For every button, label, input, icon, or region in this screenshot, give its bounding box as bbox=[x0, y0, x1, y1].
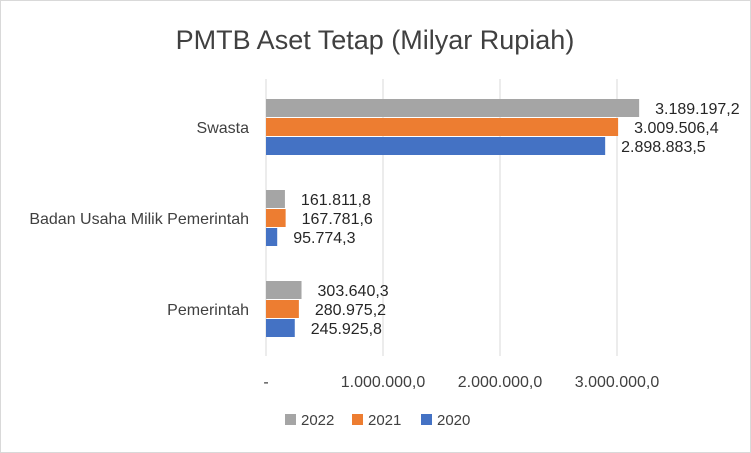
legend-label-2022[interactable]: 2022 bbox=[301, 412, 334, 429]
legend-swatch-2022[interactable] bbox=[285, 414, 296, 425]
data-label-2022-pemerintah: 303.640,3 bbox=[318, 283, 389, 300]
category-axis-labels: Pemerintah Badan Usaha Milik Pemerintah Sw… bbox=[29, 120, 249, 319]
bar-2020-swasta[interactable] bbox=[266, 137, 606, 155]
x-tick-label: 1.000.000,0 bbox=[341, 374, 426, 391]
legend[interactable]: 2022 2021 2020 bbox=[285, 412, 470, 429]
bar-2021-badan-usaha-milik-pemerintah[interactable] bbox=[266, 209, 286, 227]
bar-2020-badan-usaha-milik-pemerintah[interactable] bbox=[266, 228, 278, 246]
data-label-2021-badan-usaha-milik-pemerintah: 167.781,6 bbox=[302, 211, 373, 228]
bar-2022-pemerintah[interactable] bbox=[266, 281, 302, 299]
legend-label-2021[interactable]: 2021 bbox=[368, 412, 401, 429]
bar-2020-pemerintah[interactable] bbox=[266, 319, 295, 337]
x-tick-label: 2.000.000,0 bbox=[458, 374, 543, 391]
x-tick-label: 3.000.000,0 bbox=[575, 374, 660, 391]
bar-2021-pemerintah[interactable] bbox=[266, 300, 299, 318]
x-tick-label: - bbox=[263, 374, 268, 391]
chart-title: PMTB Aset Tetap (Milyar Rupiah) bbox=[176, 25, 575, 55]
bar-2022-badan-usaha-milik-pemerintah[interactable] bbox=[266, 190, 285, 208]
bar-2021-swasta[interactable] bbox=[266, 118, 619, 136]
data-label-2021-swasta: 3.009.506,4 bbox=[634, 120, 719, 137]
data-label-2022-badan-usaha-milik-pemerintah: 161.811,8 bbox=[301, 192, 371, 209]
data-label-2022-swasta: 3.189.197,2 bbox=[655, 101, 740, 118]
bars bbox=[266, 99, 640, 337]
bar-2022-swasta[interactable] bbox=[266, 99, 640, 117]
category-label-pemerintah: Pemerintah bbox=[167, 302, 249, 319]
data-labels: 303.640,3 280.975,2 245.925,8 161.811,8 167.… bbox=[293, 101, 740, 338]
category-label-swasta: Swasta bbox=[197, 120, 250, 137]
data-label-2020-badan-usaha-milik-pemerintah: 95.774,3 bbox=[293, 230, 355, 247]
data-label-2020-swasta: 2.898.883,5 bbox=[621, 139, 706, 156]
data-label-2020-pemerintah: 245.925,8 bbox=[311, 321, 382, 338]
legend-label-2020[interactable]: 2020 bbox=[437, 412, 470, 429]
value-axis-tick-labels: - 1.000.000,0 2.000.000,0 3.000.000,0 bbox=[263, 374, 659, 391]
category-label-badan-usaha-milik-pemerintah: Badan Usaha Milik Pemerintah bbox=[29, 211, 249, 228]
legend-swatch-2021[interactable] bbox=[352, 414, 363, 425]
legend-swatch-2020[interactable] bbox=[421, 414, 432, 425]
data-label-2021-pemerintah: 280.975,2 bbox=[315, 302, 386, 319]
